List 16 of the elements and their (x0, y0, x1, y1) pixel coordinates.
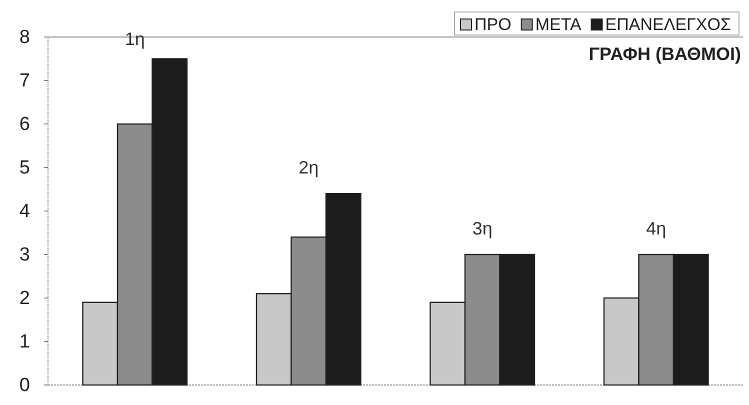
legend-label: ΠΡΟ (474, 15, 512, 34)
y-tick-label: 1 (19, 332, 30, 353)
y-tick-label: 4 (19, 201, 30, 222)
y-tick-label: 3 (19, 244, 30, 266)
y-tick-label: 8 (19, 27, 30, 48)
y-tick-label: 7 (19, 70, 30, 92)
legend-label: ΜΕΤΑ (535, 15, 582, 34)
y-tick-label: 5 (19, 158, 30, 179)
x-tick-label: 2η (298, 158, 319, 178)
chart-title: ΓΡΑΦΗ (ΒΑΘΜΟΙ) (588, 44, 742, 64)
x-tick-label: 4η (646, 218, 666, 238)
x-tick-label: 3η (472, 218, 492, 238)
y-tick-label: 2 (19, 288, 30, 310)
y-tick-label: 6 (19, 114, 30, 136)
y-tick-label: 0 (19, 375, 30, 396)
legend-label: ΕΠΑΝΕΛΕΓΧΟΣ (605, 15, 731, 34)
